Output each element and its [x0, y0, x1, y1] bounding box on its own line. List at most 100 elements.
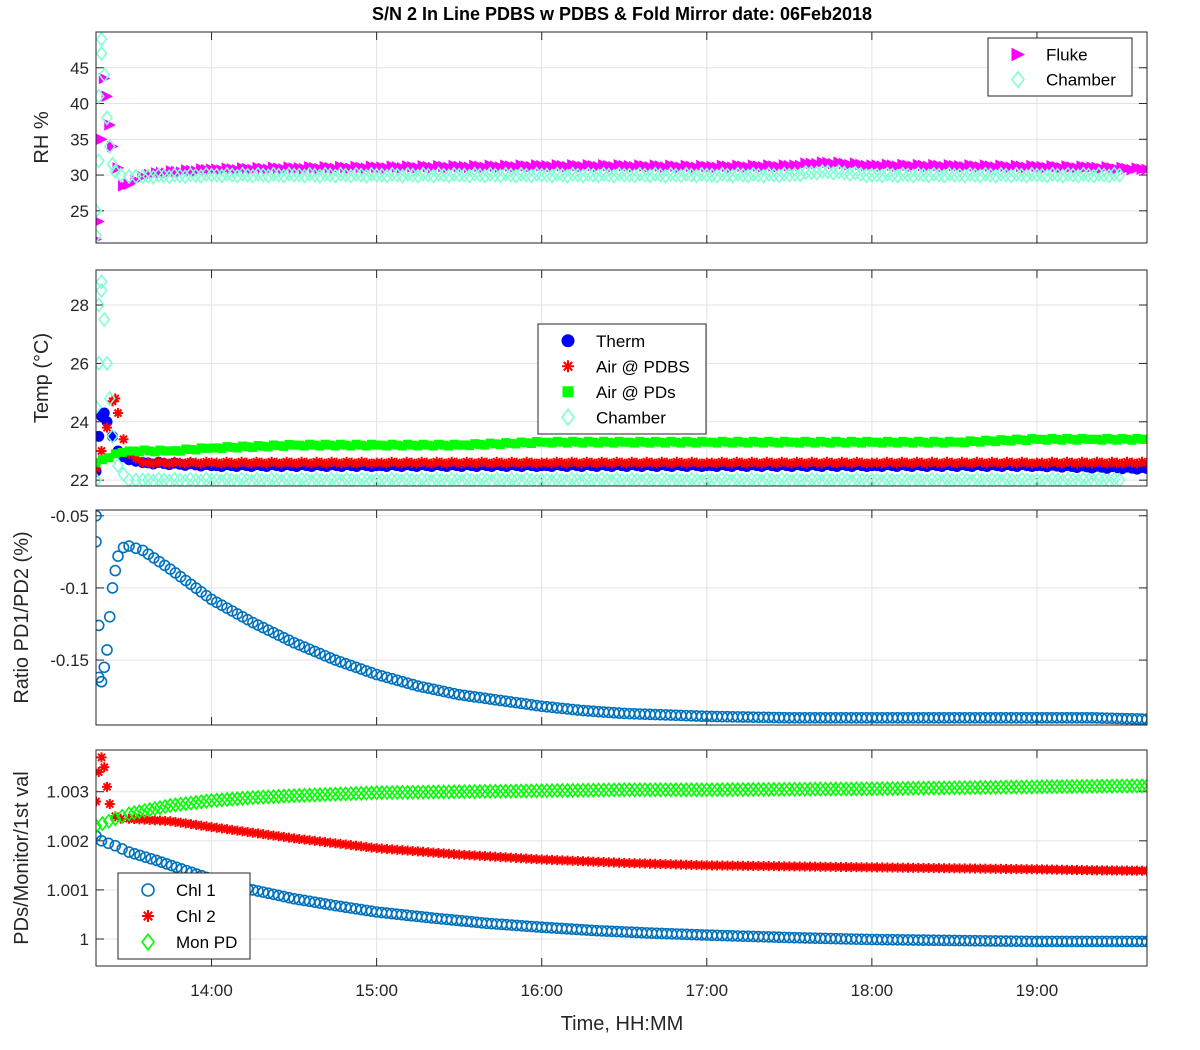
- axes-box: [95, 269, 1148, 487]
- data-point: [575, 473, 588, 486]
- data-point: [406, 784, 419, 801]
- data-point: [375, 670, 388, 682]
- data-point: [886, 780, 899, 797]
- series-group: [96, 32, 1147, 243]
- data-point: [130, 542, 142, 555]
- data-point: [742, 168, 755, 184]
- data-point: [494, 168, 507, 184]
- data-point: [103, 390, 116, 407]
- legend-marker: [562, 386, 574, 398]
- data-point: [922, 168, 935, 184]
- data-point: [602, 782, 615, 798]
- data-point: [109, 810, 122, 827]
- data-point: [819, 781, 832, 797]
- data-point: [995, 473, 1008, 486]
- data-point: [226, 791, 239, 807]
- data-point: [700, 472, 713, 486]
- data-point: [344, 168, 357, 184]
- data-point: [396, 675, 409, 688]
- data-point: [96, 430, 105, 442]
- data-point: [150, 854, 163, 867]
- data-point: [566, 782, 579, 799]
- data-point: [875, 473, 888, 486]
- y-axis-label: RH %: [31, 111, 53, 163]
- data-point: [773, 781, 786, 798]
- data-point: [1060, 778, 1073, 795]
- data-point: [293, 787, 306, 804]
- data-point: [277, 168, 290, 184]
- data-point: [571, 782, 584, 799]
- data-point: [1103, 473, 1116, 486]
- data-point: [871, 780, 884, 797]
- legend-entry: Chamber: [1046, 71, 1116, 90]
- data-point: [370, 167, 383, 183]
- data-point: [319, 786, 332, 803]
- data-point: [860, 781, 873, 797]
- data-point: [628, 168, 641, 184]
- data-point: [101, 644, 113, 656]
- data-point: [473, 783, 486, 800]
- data-point: [685, 781, 698, 798]
- data-point: [710, 473, 723, 486]
- data-point: [1085, 778, 1098, 795]
- data-point: [1010, 779, 1023, 795]
- data-point: [360, 168, 373, 184]
- data-point: [674, 168, 688, 184]
- x-tick-label: 14:00: [190, 981, 233, 1000]
- data-point: [515, 473, 528, 486]
- legend: Therm Air @ PDBS Air @ PDs Chamber: [537, 323, 707, 435]
- data-point: [98, 67, 111, 83]
- data-point: [143, 801, 156, 818]
- data-point: [288, 636, 300, 649]
- data-point: [1141, 163, 1147, 176]
- data-point: [1125, 778, 1139, 794]
- data-point: [725, 473, 738, 486]
- data-point: [386, 673, 398, 685]
- series-chl-2: [96, 752, 1147, 876]
- data-point: [251, 789, 264, 806]
- data-point: [891, 168, 904, 184]
- y-tick-label: 35: [70, 130, 89, 149]
- data-point: [308, 645, 321, 658]
- data-point: [349, 785, 363, 802]
- data-point: [560, 473, 573, 486]
- data-point: [102, 422, 113, 433]
- data-point: [194, 473, 207, 486]
- data-point: [716, 781, 729, 798]
- data-point: [267, 788, 280, 805]
- data-point: [690, 168, 703, 184]
- data-point: [829, 781, 842, 797]
- data-point: [1080, 778, 1093, 795]
- data-point: [205, 792, 218, 809]
- data-point: [747, 781, 760, 798]
- data-point: [437, 784, 450, 800]
- data-point: [1025, 473, 1038, 486]
- data-point: [314, 647, 326, 660]
- data-point: [298, 641, 311, 653]
- data-point: [535, 782, 548, 799]
- data-point: [605, 473, 618, 486]
- data-point: [440, 473, 453, 486]
- data-point: [556, 782, 569, 799]
- data-point: [293, 639, 306, 651]
- data-point: [107, 430, 119, 442]
- data-point: [948, 779, 961, 796]
- data-point: [179, 473, 192, 486]
- data-point: [1070, 778, 1083, 795]
- data-point: [100, 110, 114, 126]
- data-point: [938, 168, 951, 184]
- data-point: [540, 782, 553, 799]
- legend-entry: Chl 2: [176, 907, 216, 926]
- data-point: [623, 781, 636, 798]
- data-point: [113, 408, 124, 419]
- data-point: [470, 473, 483, 486]
- data-point: [174, 796, 187, 813]
- data-point: [881, 780, 894, 797]
- data-point: [785, 473, 798, 486]
- data-point: [102, 781, 113, 792]
- data-point: [99, 762, 110, 773]
- data-point: [114, 167, 127, 183]
- data-point: [106, 156, 119, 173]
- data-point: [101, 90, 114, 103]
- data-point: [118, 434, 129, 445]
